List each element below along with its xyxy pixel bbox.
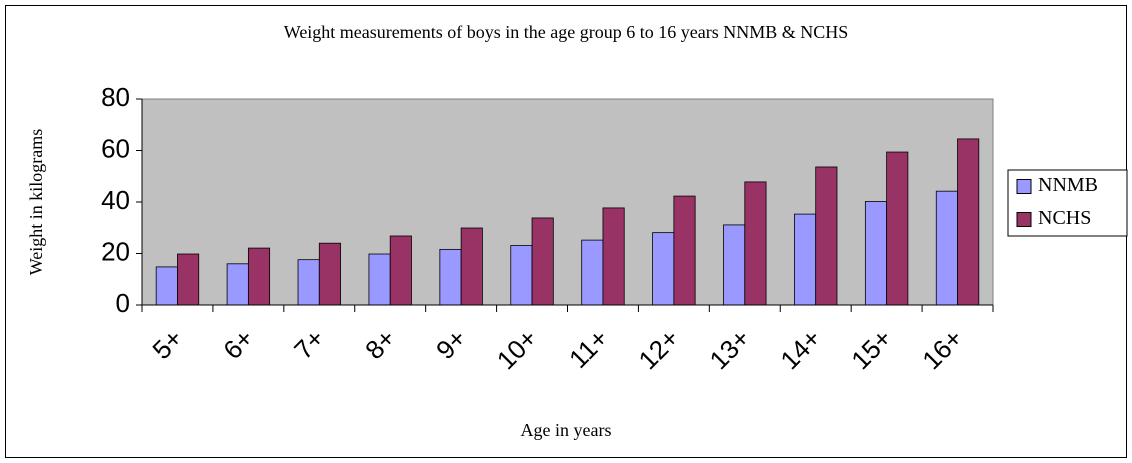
y-tick-label: 0 — [116, 288, 130, 318]
chart-title: Weight measurements of boys in the age g… — [284, 22, 848, 42]
bar — [247, 247, 271, 306]
bar — [602, 207, 625, 306]
bar — [368, 253, 391, 306]
y-axis-label: Weight in kilograms — [26, 129, 46, 276]
bar — [460, 227, 483, 306]
bar — [652, 232, 675, 306]
y-tick-label: 40 — [101, 185, 130, 215]
bar — [177, 253, 200, 306]
bar — [581, 239, 604, 306]
legend-swatch — [1016, 179, 1032, 194]
bar — [723, 224, 746, 306]
y-tick-label: 20 — [101, 236, 130, 266]
plot-area — [141, 98, 994, 306]
bar — [744, 181, 767, 306]
bar — [389, 235, 412, 306]
bar — [935, 190, 958, 306]
y-tick-label: 80 — [101, 82, 130, 112]
bar — [439, 248, 462, 306]
x-axis-label: Age in years — [521, 420, 612, 440]
bar — [318, 242, 341, 306]
bar — [957, 138, 980, 306]
y-tick-label: 60 — [101, 133, 130, 163]
bar — [886, 151, 909, 306]
bar — [297, 259, 320, 306]
bar — [864, 201, 888, 306]
bar — [531, 217, 554, 306]
legend-label: NCHS — [1038, 207, 1091, 229]
bar — [510, 245, 533, 306]
bar — [815, 166, 838, 306]
bar — [226, 263, 249, 306]
bar — [155, 266, 178, 306]
legend-label: NNMB — [1038, 174, 1098, 196]
bar — [673, 195, 696, 306]
bar — [794, 213, 817, 306]
legend-swatch — [1016, 212, 1032, 227]
